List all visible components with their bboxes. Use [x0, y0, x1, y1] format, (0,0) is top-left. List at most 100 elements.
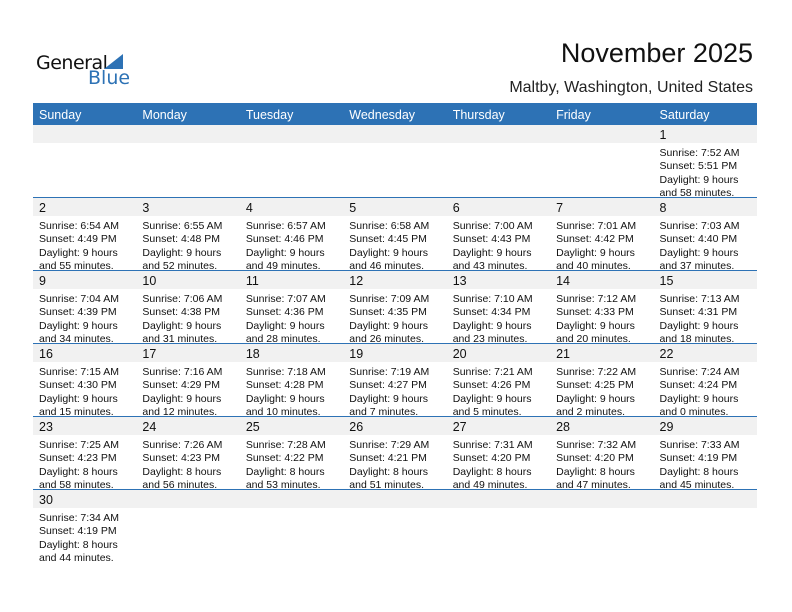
daylight-text: Daylight: 8 hours — [39, 538, 118, 551]
day-cell-19: 19 Sunrise: 7:19 AM Sunset: 4:27 PM Dayligh… — [343, 344, 446, 419]
day-number: 4 — [245, 201, 253, 215]
weekday-tuesday: Tuesday — [245, 108, 294, 122]
sunrise-text: Sunrise: 7:10 AM — [452, 293, 533, 305]
daylight-text: and 7 minutes. — [349, 406, 419, 419]
daylight-text: Daylight: 9 hours — [142, 392, 222, 405]
daylight-text: Daylight: 9 hours — [349, 392, 429, 405]
daylight-text: and 46 minutes. — [349, 260, 424, 273]
sunset-text: Sunset: 4:35 PM — [349, 306, 427, 319]
calendar: Sunday Monday Tuesday Wednesday Thursday Frid… — [33, 103, 757, 565]
sunrise-text: Sunrise: 6:54 AM — [39, 220, 119, 232]
daylight-text: and 37 minutes. — [659, 260, 735, 273]
sunrise-text: Sunrise: 7:29 AM — [349, 439, 430, 451]
day-number: 20 — [452, 347, 467, 361]
sunset-text: Sunset: 5:51 PM — [659, 160, 738, 173]
day-cell-27: 27 Sunrise: 7:31 AM Sunset: 4:20 PM Dayligh… — [447, 417, 550, 492]
day-cell-28: 28 Sunrise: 7:32 AM Sunset: 4:20 PM Dayligh… — [550, 417, 653, 491]
daylight-text: and 51 minutes. — [349, 479, 424, 492]
daylight-text: Daylight: 9 hours — [349, 319, 429, 332]
day-number: 2 — [39, 201, 46, 215]
day-cell-9: 9 Sunrise: 7:04 AM Sunset: 4:39 PM Daylight… — [33, 271, 136, 345]
sunrise-text: Sunrise: 7:34 AM — [39, 512, 119, 524]
sunrise-text: Sunrise: 7:03 AM — [659, 220, 740, 232]
week-row: 30 Sunrise: 7:34 AM Sunset: 4:19 PM Dayligh… — [33, 490, 757, 565]
day-number: 27 — [452, 420, 467, 434]
sunset-text: Sunset: 4:38 PM — [142, 306, 221, 319]
day-cell-30: 30 Sunrise: 7:34 AM Sunset: 4:19 PM Dayligh… — [33, 490, 136, 565]
daylight-text: Daylight: 9 hours — [39, 392, 118, 405]
sunrise-text: Sunrise: 7:01 AM — [556, 220, 637, 232]
daylight-text: and 49 minutes. — [452, 479, 528, 492]
day-cell-14: 14 Sunrise: 7:12 AM Sunset: 4:33 PM Dayligh… — [550, 271, 653, 345]
sunset-text: Sunset: 4:23 PM — [142, 452, 221, 465]
day-cell-1: 1 Sunrise: 7:52 AM Sunset: 5:51 PM Daylight… — [654, 125, 757, 200]
sunset-text: Sunset: 4:48 PM — [142, 233, 221, 246]
day-number: 5 — [349, 201, 357, 215]
weekday-monday: Monday — [142, 108, 187, 122]
day-number: 19 — [349, 347, 364, 361]
empty-cell — [654, 490, 757, 563]
sunset-text: Sunset: 4:36 PM — [245, 306, 324, 319]
day-number: 11 — [245, 274, 259, 288]
sunrise-text: Sunrise: 7:24 AM — [659, 366, 740, 378]
page-title: November 2025 — [560, 38, 753, 68]
daylight-text: Daylight: 9 hours — [452, 392, 532, 405]
daylight-text: Daylight: 8 hours — [39, 465, 118, 478]
sunset-text: Sunset: 4:20 PM — [556, 452, 634, 465]
sunrise-text: Sunrise: 7:16 AM — [142, 366, 223, 378]
sunset-text: Sunset: 4:29 PM — [142, 379, 221, 392]
weekday-saturday: Saturday — [659, 108, 710, 122]
weekday-friday: Friday — [556, 108, 591, 122]
daylight-text: and 58 minutes. — [39, 479, 114, 492]
daylight-text: and 0 minutes. — [659, 406, 729, 419]
daylight-text: Daylight: 9 hours — [659, 392, 739, 405]
day-number: 6 — [452, 201, 460, 215]
daylight-text: Daylight: 9 hours — [142, 246, 222, 259]
empty-cell — [343, 125, 446, 197]
sunrise-text: Sunrise: 7:06 AM — [142, 293, 223, 305]
daylight-text: and 58 minutes. — [659, 187, 735, 200]
daylight-text: Daylight: 8 hours — [245, 465, 325, 478]
day-number: 9 — [39, 274, 46, 288]
sunrise-text: Sunrise: 6:57 AM — [245, 220, 326, 232]
daylight-text: Daylight: 8 hours — [142, 465, 222, 478]
daylight-text: and 52 minutes. — [142, 260, 218, 273]
day-number: 28 — [556, 420, 571, 434]
sunrise-text: Sunrise: 6:58 AM — [349, 220, 430, 232]
day-cell-2: 2 Sunrise: 6:54 AM Sunset: 4:49 PM Daylight… — [33, 198, 136, 272]
sunrise-text: Sunrise: 7:22 AM — [556, 366, 637, 378]
sunset-text: Sunset: 4:40 PM — [659, 233, 738, 246]
daylight-text: and 26 minutes. — [349, 333, 424, 346]
daylight-text: Daylight: 9 hours — [556, 392, 635, 405]
sunrise-text: Sunrise: 7:12 AM — [556, 293, 637, 305]
weekday-wednesday: Wednesday — [349, 108, 416, 122]
day-cell-8: 8 Sunrise: 7:03 AM Sunset: 4:40 PM Daylight… — [654, 198, 757, 273]
day-cell-29: 29 Sunrise: 7:33 AM Sunset: 4:19 PM Dayligh… — [654, 417, 757, 491]
day-number: 7 — [556, 201, 564, 215]
sunrise-text: Sunrise: 7:33 AM — [659, 439, 740, 451]
daylight-text: Daylight: 8 hours — [556, 465, 635, 478]
sunrise-text: Sunrise: 7:04 AM — [39, 293, 119, 305]
day-cell-4: 4 Sunrise: 6:57 AM Sunset: 4:46 PM Daylight… — [240, 198, 343, 273]
daylight-text: and 28 minutes. — [245, 333, 321, 346]
daylight-text: and 44 minutes. — [39, 552, 114, 565]
daylight-text: Daylight: 9 hours — [349, 246, 429, 259]
weekday-thursday: Thursday — [452, 108, 505, 122]
sunrise-text: Sunrise: 7:09 AM — [349, 293, 430, 305]
daylight-text: and 2 minutes. — [556, 406, 625, 419]
empty-cell — [33, 125, 136, 197]
daylight-text: and 49 minutes. — [245, 260, 321, 273]
sunset-text: Sunset: 4:46 PM — [245, 233, 324, 246]
logo-text-blue: Blue — [88, 67, 131, 89]
sunset-text: Sunset: 4:22 PM — [245, 452, 324, 465]
sunrise-text: Sunrise: 7:32 AM — [556, 439, 637, 451]
day-number: 21 — [556, 347, 571, 361]
day-cell-7: 7 Sunrise: 7:01 AM Sunset: 4:42 PM Daylight… — [550, 198, 653, 272]
day-number: 14 — [556, 274, 571, 288]
day-cell-3: 3 Sunrise: 6:55 AM Sunset: 4:48 PM Daylight… — [136, 198, 239, 273]
sunset-text: Sunset: 4:34 PM — [452, 306, 531, 319]
day-cell-26: 26 Sunrise: 7:29 AM Sunset: 4:21 PM Dayligh… — [343, 417, 446, 492]
week-row: 9 Sunrise: 7:04 AM Sunset: 4:39 PM Daylight… — [33, 271, 757, 346]
sunset-text: Sunset: 4:28 PM — [245, 379, 324, 392]
empty-cell — [136, 490, 239, 563]
